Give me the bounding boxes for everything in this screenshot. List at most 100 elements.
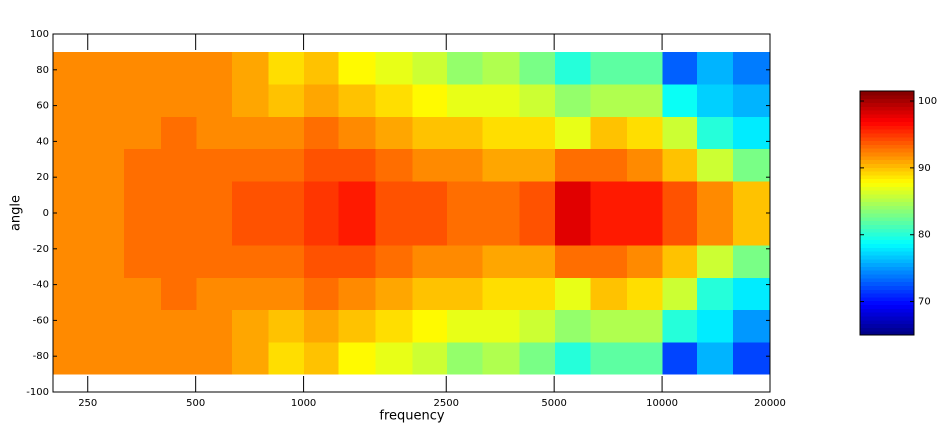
cell [697,51,734,85]
cell [338,84,377,117]
cell [123,213,162,246]
cell [733,51,771,85]
cell [268,245,305,278]
cell [697,245,734,278]
cell [160,116,197,150]
cell [697,213,734,246]
colorbar-segment [860,94,914,100]
colorbar-segment [860,289,914,294]
cell [304,213,340,246]
colorbar-segment [860,285,914,290]
colorbar-frame [859,90,915,336]
cell [590,116,628,150]
cell [88,51,125,85]
y-tick-label: 60 [36,101,49,112]
cell [446,180,483,214]
cell [338,277,377,311]
cell [123,180,162,214]
cell [412,245,448,278]
colorbar-segment [860,262,914,267]
cell [554,341,591,375]
colorbar-segment [860,190,914,195]
cell [733,309,771,343]
colorbar-segment [860,136,914,142]
cell [123,245,162,278]
colorbar-segment [860,159,914,164]
colorbar-segment [860,247,914,252]
colorbar-segment [860,300,914,305]
cell [733,148,771,182]
cell [412,51,448,85]
colorbar-segment [860,193,914,199]
colorbar-segment [860,243,914,248]
cell [554,148,591,182]
cell [160,180,197,214]
cell [53,51,89,85]
x-tick-label: 20000 [754,398,786,409]
cell [231,148,270,182]
colorbar-segment [860,132,914,138]
cell [554,213,591,246]
colorbar-segment [860,182,914,187]
x-tick-label: 2500 [434,398,459,409]
colorbar-segment [860,113,914,119]
cell [627,84,664,117]
cell [375,245,413,278]
cell [482,277,520,311]
cell [196,84,233,117]
cell [304,277,340,311]
cell [590,148,628,182]
cell [88,116,125,150]
colorbar-segment [860,235,914,241]
cell [412,277,448,311]
cell [196,148,233,182]
cell [231,277,270,311]
cell [304,245,340,278]
colorbar-segment [860,216,914,222]
colorbar-segment [860,331,914,336]
cell [519,213,556,246]
colorbar-segment [860,220,914,225]
cell [88,148,125,182]
cell [268,51,305,85]
colorbar-segment [860,155,914,161]
cell [268,148,305,182]
cell [519,180,556,214]
x-axis-label: frequency [379,409,445,424]
colorbar-segment [860,274,914,279]
cell [554,245,591,278]
cell [627,116,664,150]
cell [160,341,197,375]
cell [519,84,556,117]
cell [160,277,197,311]
cell [268,84,305,117]
cell [590,277,628,311]
colorbar-segment [860,319,914,325]
cell [446,116,483,150]
cell [338,341,377,375]
cell [554,277,591,311]
colorbar-segment [860,232,914,237]
cell [268,309,305,343]
cell [268,116,305,150]
cell [697,309,734,343]
cell [375,148,413,182]
y-tick-label: 40 [36,136,49,147]
colorbar-segment [860,308,914,313]
colorbar-segment [860,140,914,145]
colorbar-segment [860,178,914,183]
cell [412,341,448,375]
cell [160,51,197,85]
cell [88,84,125,117]
cell [519,148,556,182]
cell [196,51,233,85]
cell [231,51,270,85]
colorbar-tick-label: 90 [918,163,931,174]
cell [662,277,698,311]
cell [590,180,628,214]
cell [446,341,483,375]
colorbar-segment [860,327,914,332]
cell [519,341,556,375]
cell [88,213,125,246]
